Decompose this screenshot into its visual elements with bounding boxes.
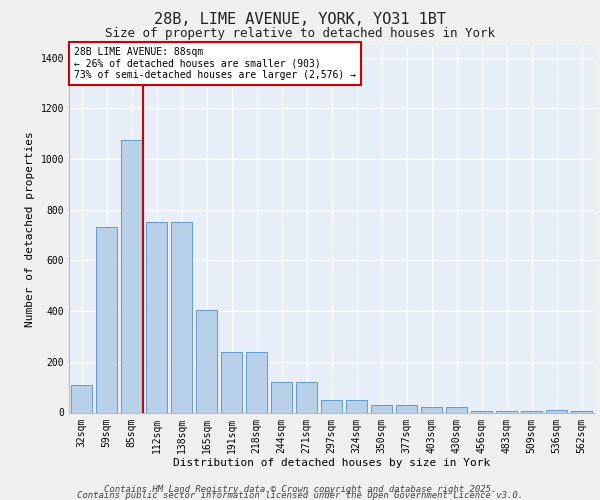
Bar: [446, 408, 467, 412]
Bar: [196, 310, 217, 412]
Bar: [471, 411, 492, 412]
Bar: [246, 352, 267, 412]
Bar: [521, 411, 542, 412]
Bar: [396, 406, 417, 412]
Y-axis label: Number of detached properties: Number of detached properties: [25, 131, 35, 326]
Bar: [546, 410, 567, 412]
Bar: [171, 222, 192, 412]
Bar: [146, 222, 167, 412]
Bar: [71, 384, 92, 412]
Bar: [296, 382, 317, 412]
Bar: [121, 140, 142, 412]
Bar: [271, 382, 292, 412]
Bar: [346, 400, 367, 412]
Bar: [571, 411, 592, 412]
Text: Contains public sector information licensed under the Open Government Licence v3: Contains public sector information licen…: [77, 491, 523, 500]
Bar: [96, 228, 117, 412]
Bar: [221, 352, 242, 412]
Text: Contains HM Land Registry data © Crown copyright and database right 2025.: Contains HM Land Registry data © Crown c…: [104, 485, 496, 494]
Text: 28B LIME AVENUE: 88sqm
← 26% of detached houses are smaller (903)
73% of semi-de: 28B LIME AVENUE: 88sqm ← 26% of detached…: [74, 47, 356, 80]
Bar: [421, 408, 442, 412]
Text: Size of property relative to detached houses in York: Size of property relative to detached ho…: [105, 28, 495, 40]
Bar: [496, 411, 517, 412]
Text: 28B, LIME AVENUE, YORK, YO31 1BT: 28B, LIME AVENUE, YORK, YO31 1BT: [154, 12, 446, 28]
Bar: [371, 406, 392, 412]
Bar: [321, 400, 342, 412]
X-axis label: Distribution of detached houses by size in York: Distribution of detached houses by size …: [173, 458, 490, 468]
